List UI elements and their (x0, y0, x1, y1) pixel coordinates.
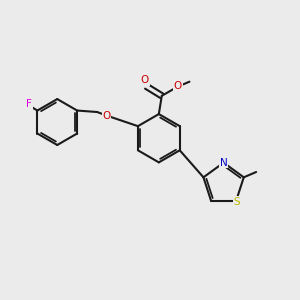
Text: O: O (141, 75, 149, 85)
Text: F: F (26, 99, 32, 109)
Text: N: N (220, 158, 227, 168)
Text: O: O (174, 81, 182, 91)
Text: O: O (103, 110, 111, 121)
Text: S: S (233, 196, 240, 207)
